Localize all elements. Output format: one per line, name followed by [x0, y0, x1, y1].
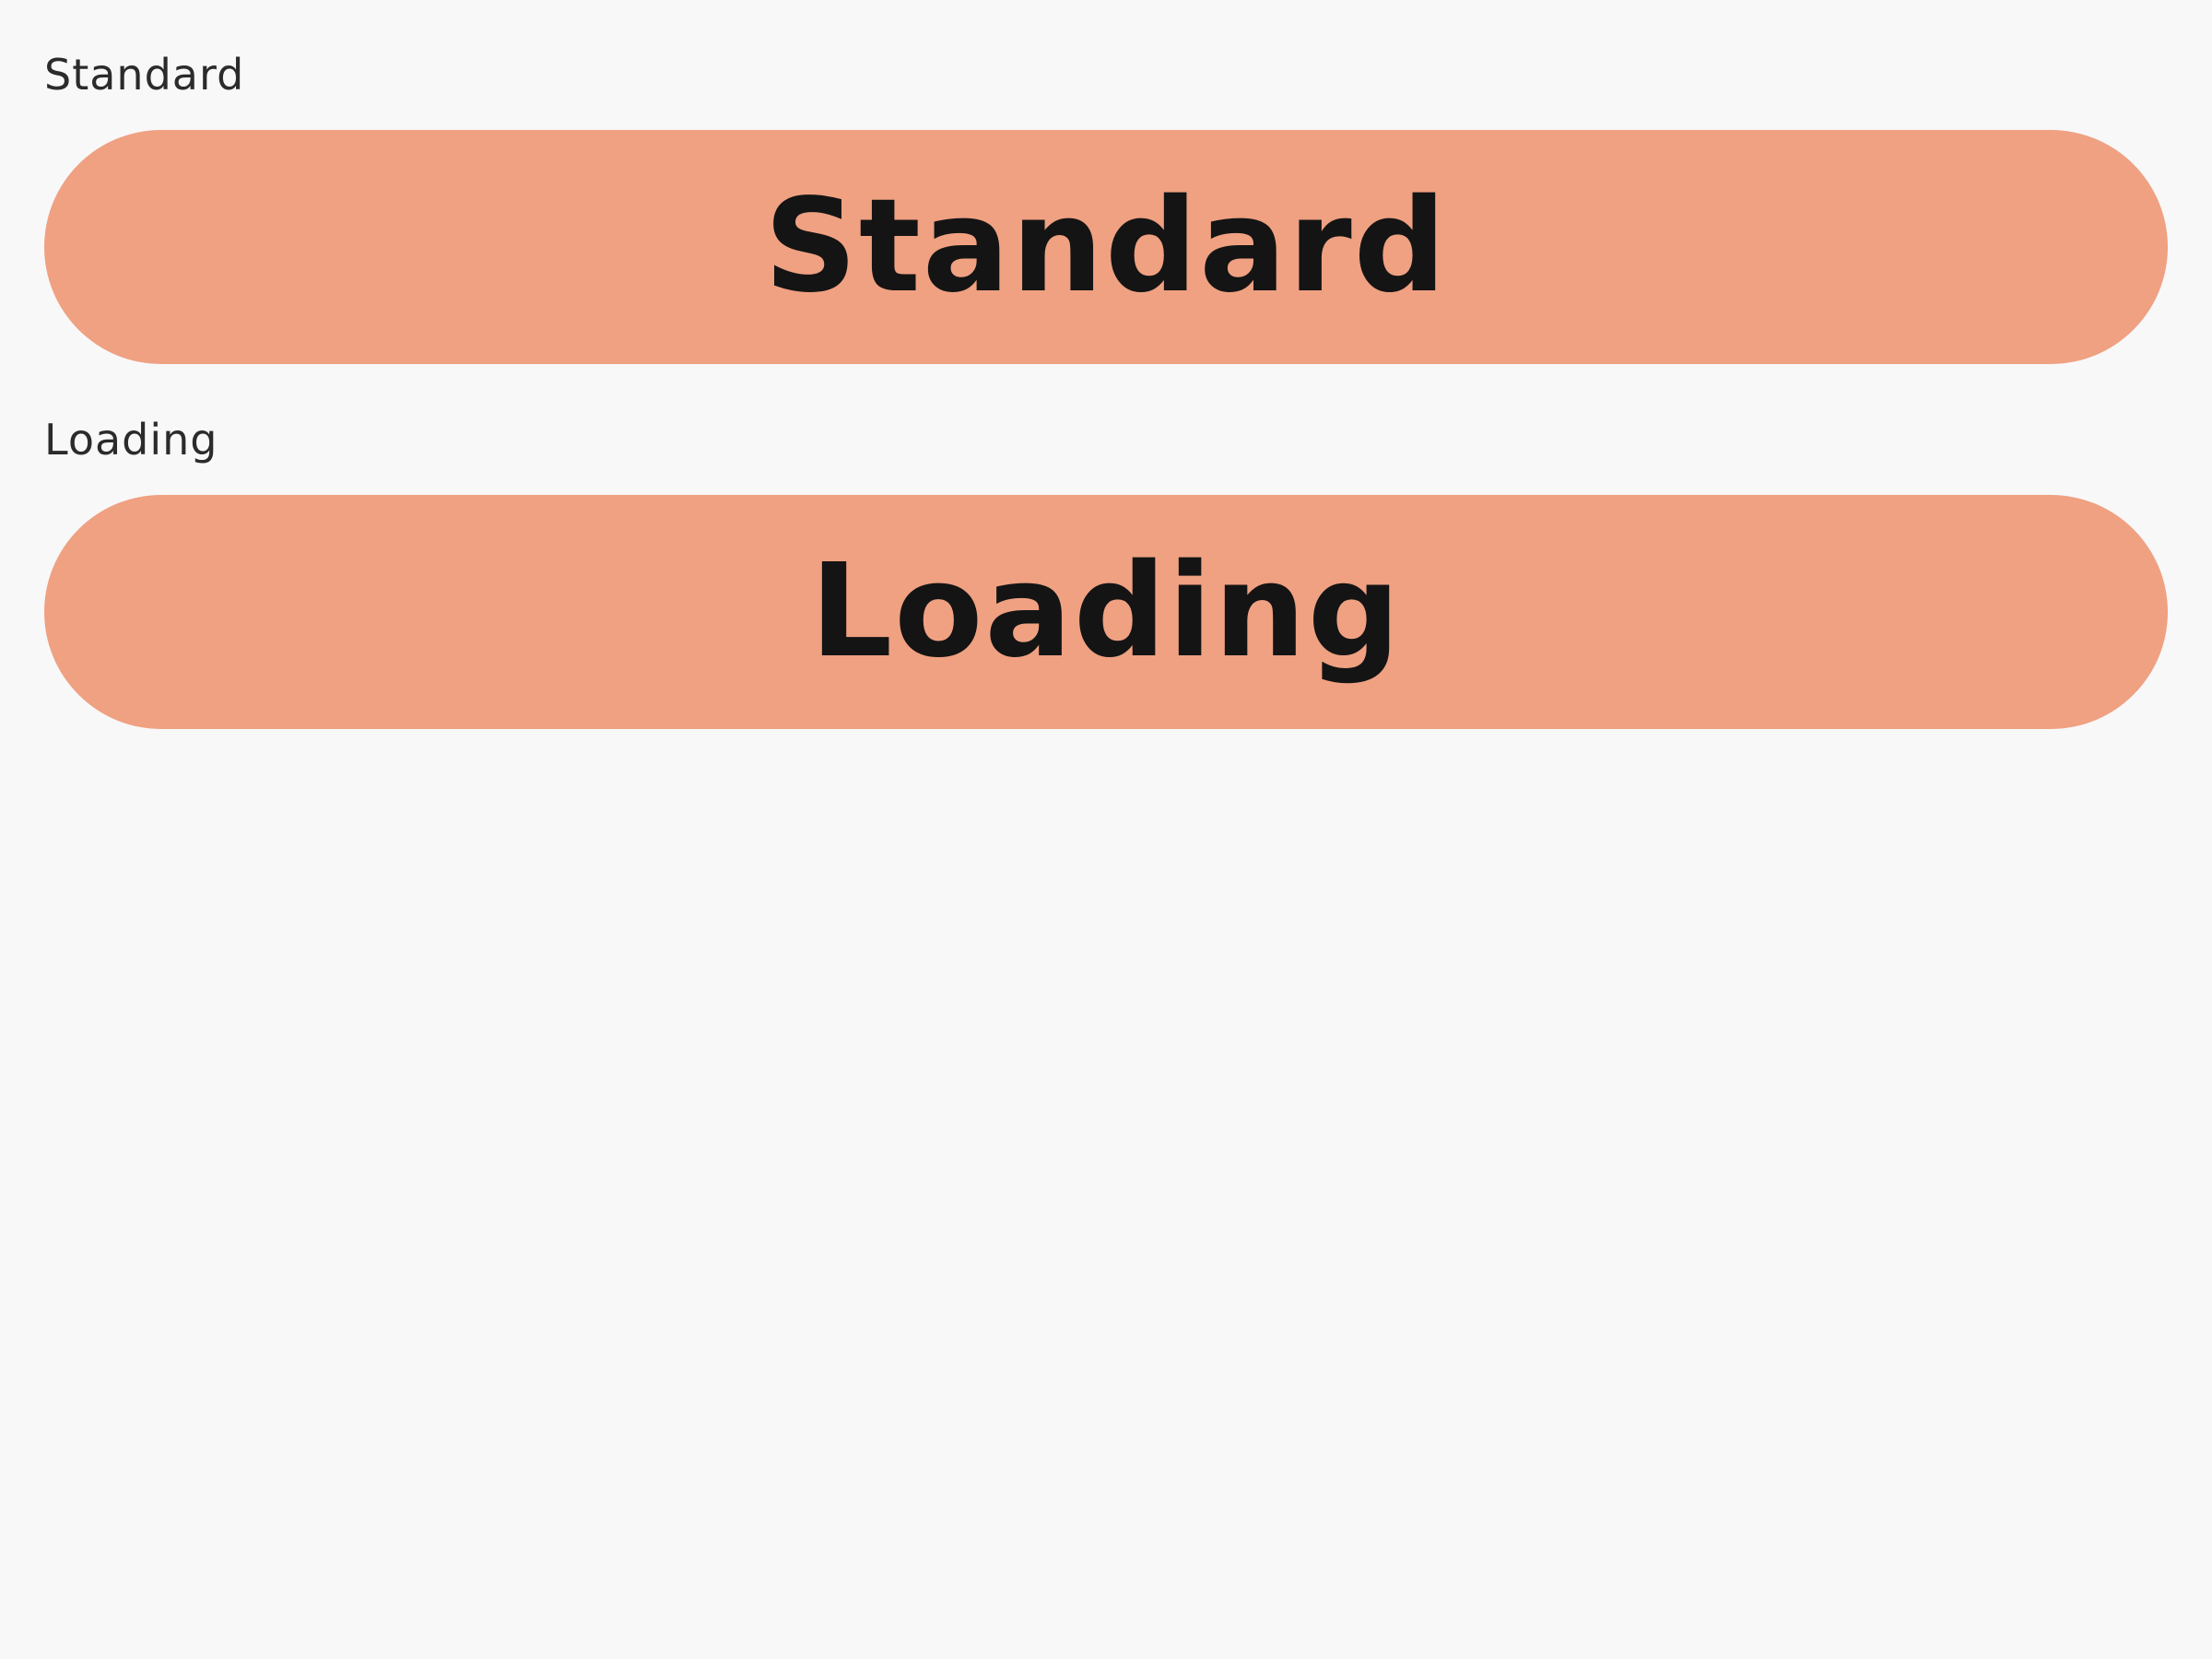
section-label-standard: Standard: [44, 50, 245, 100]
loading-button[interactable]: Loading: [44, 495, 2168, 729]
standard-button-label: Standard: [764, 171, 1448, 322]
loading-button-label: Loading: [810, 536, 1402, 687]
standard-button[interactable]: Standard: [44, 130, 2168, 364]
section-label-loading: Loading: [44, 415, 218, 465]
